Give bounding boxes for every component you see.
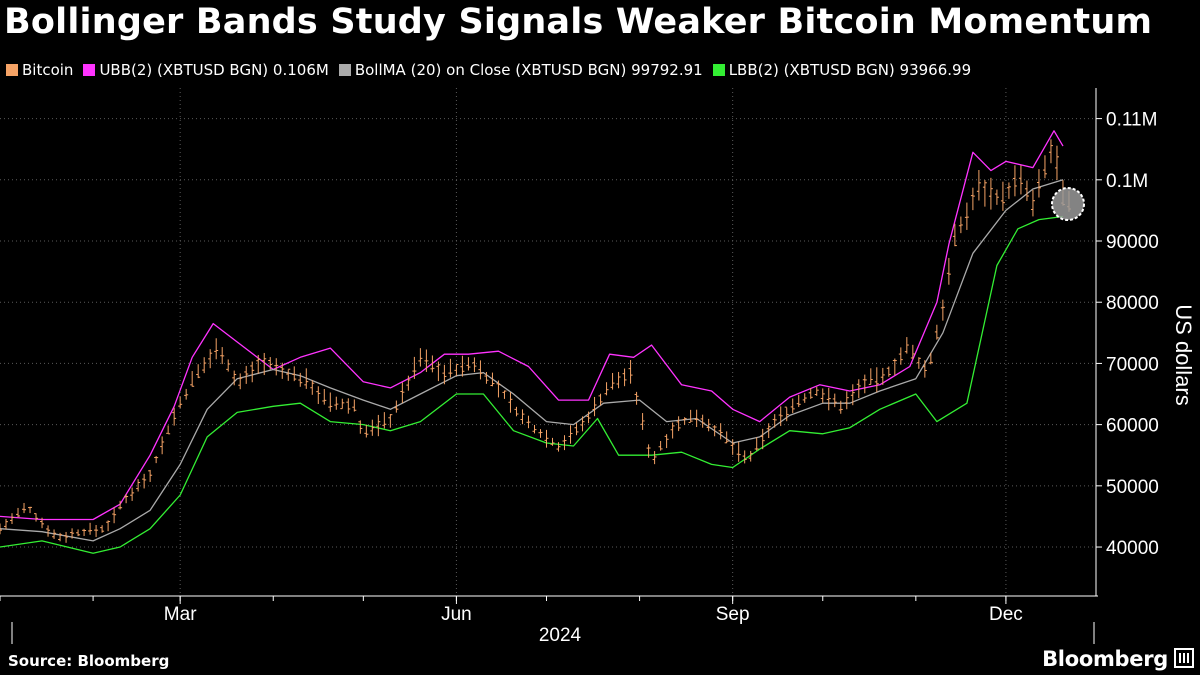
upper-band-line: [0, 130, 1064, 521]
bands-layer: [0, 130, 1064, 554]
lower-band-line: [0, 215, 1064, 554]
y-tick-label: 70000: [1106, 354, 1159, 375]
bloomberg-logo-icon: [1174, 648, 1194, 668]
y-axis-title: US dollars: [1171, 304, 1196, 405]
legend-label-lbb: LBB(2) (XBTUSD BGN) 93966.99: [728, 61, 972, 79]
x-axis-year-label: 2024: [539, 625, 582, 646]
legend-item-bitcoin: Bitcoin: [6, 61, 73, 79]
legend-label-bitcoin: Bitcoin: [22, 61, 74, 79]
legend-swatch-bitcoin: [6, 64, 18, 76]
x-tick-label: Jun: [441, 604, 472, 625]
legend-label-bollma: BollMA (20) on Close (XBTUSD BGN) 99792.…: [354, 61, 703, 79]
legend-swatch-bollma: [338, 64, 351, 76]
legend-item-ubb: UBB(2) (XBTUSD BGN) 0.106M: [83, 61, 329, 79]
y-tick-label: 40000: [1106, 538, 1159, 559]
bloomberg-logo: Bloomberg: [1042, 647, 1168, 671]
y-tick-label: 0.11M: [1106, 110, 1157, 131]
legend-item-lbb: LBB(2) (XBTUSD BGN) 93966.99: [712, 61, 972, 79]
y-tick-label: 80000: [1106, 293, 1159, 314]
y-tick-label: 50000: [1106, 477, 1159, 498]
source-note: Source: Bloomberg: [8, 652, 170, 670]
legend-swatch-lbb: [712, 64, 725, 76]
legend-item-bollma: BollMA (20) on Close (XBTUSD BGN) 99792.…: [338, 61, 703, 79]
x-tick-label: Sep: [716, 604, 750, 625]
moving-average-line: [0, 179, 1064, 542]
legend-label-ubb: UBB(2) (XBTUSD BGN) 0.106M: [99, 61, 329, 79]
legend: Bitcoin UBB(2) (XBTUSD BGN) 0.106M BollM…: [6, 60, 971, 80]
grid-layer: [0, 88, 1096, 596]
x-tick-label: Dec: [989, 604, 1023, 625]
y-tick-label: 60000: [1106, 416, 1159, 437]
y-tick-label: 0.1M: [1106, 171, 1148, 192]
ohlc-layer: [0, 139, 1071, 543]
legend-swatch-ubb: [83, 64, 96, 76]
chart-title: Bollinger Bands Study Signals Weaker Bit…: [4, 2, 1153, 42]
axis-layer: 0.11M 0.1M 90000 80000 70000 60000 50000 40000 M…: [0, 88, 1159, 644]
highlight-marker: [1051, 187, 1085, 221]
y-tick-label: 90000: [1106, 232, 1159, 253]
x-tick-label: Mar: [164, 604, 197, 625]
